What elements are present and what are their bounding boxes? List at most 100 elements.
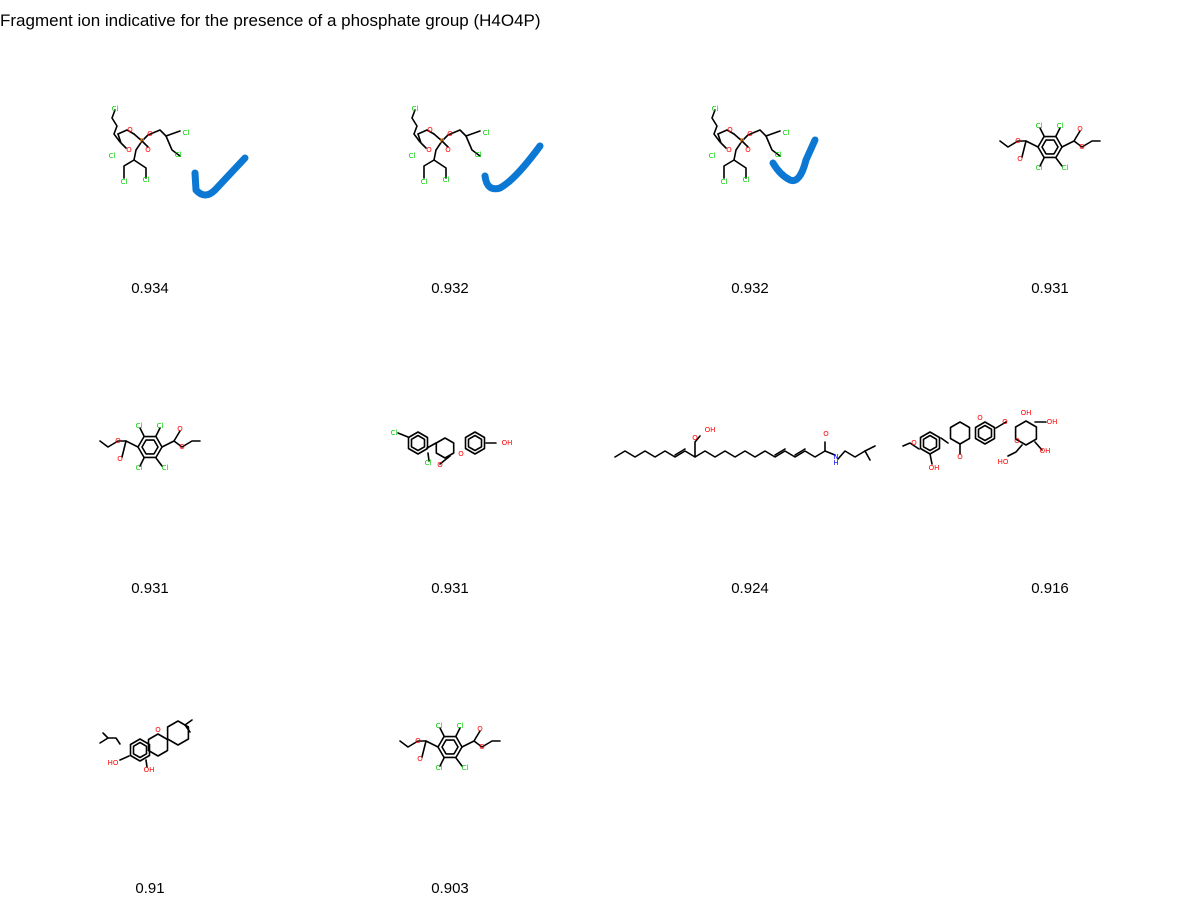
svg-text:Cl: Cl bbox=[436, 764, 443, 772]
svg-text:Cl: Cl bbox=[1036, 122, 1043, 130]
molecule-card: Cl Cl O O O O P Cl Cl Cl Cl 0.932 bbox=[300, 10, 600, 310]
similarity-score: 0.916 bbox=[1031, 580, 1069, 597]
svg-text:O: O bbox=[417, 755, 423, 763]
svg-text:O: O bbox=[823, 430, 829, 438]
molecule-card: HO OH O 0.91 bbox=[0, 610, 300, 910]
svg-text:OH: OH bbox=[1047, 418, 1058, 426]
svg-text:O: O bbox=[745, 146, 751, 154]
svg-text:O: O bbox=[445, 146, 451, 154]
svg-text:O: O bbox=[1079, 143, 1085, 151]
svg-text:O: O bbox=[692, 434, 698, 442]
svg-text:Cl: Cl bbox=[783, 129, 790, 137]
svg-text:O: O bbox=[727, 126, 733, 134]
check-mark-icon bbox=[769, 136, 819, 185]
svg-text:O: O bbox=[155, 726, 161, 734]
svg-text:O: O bbox=[126, 146, 132, 154]
similarity-score: 0.924 bbox=[731, 580, 769, 597]
svg-text:Cl: Cl bbox=[136, 422, 143, 430]
svg-text:Cl: Cl bbox=[1036, 164, 1043, 172]
svg-text:OH: OH bbox=[1021, 409, 1032, 417]
svg-text:O: O bbox=[179, 443, 185, 451]
svg-text:O: O bbox=[145, 146, 151, 154]
svg-text:Cl: Cl bbox=[143, 176, 150, 184]
svg-text:O: O bbox=[1077, 125, 1083, 133]
svg-text:O: O bbox=[911, 439, 917, 447]
svg-text:O: O bbox=[477, 725, 483, 733]
svg-text:Cl: Cl bbox=[409, 152, 416, 160]
svg-text:Cl: Cl bbox=[712, 105, 719, 113]
svg-text:O: O bbox=[977, 414, 983, 422]
svg-text:HO: HO bbox=[108, 759, 119, 767]
check-mark-layer bbox=[191, 136, 819, 199]
svg-text:OH: OH bbox=[502, 439, 513, 447]
svg-text:Cl: Cl bbox=[1062, 164, 1069, 172]
similarity-score: 0.931 bbox=[1031, 280, 1069, 297]
svg-text:O: O bbox=[115, 437, 121, 445]
molecule-card: O OH O O O O OH OH OH HO 0.916 bbox=[900, 310, 1200, 610]
svg-text:O: O bbox=[147, 130, 153, 138]
molecule-card: O OH O N H 0.924 bbox=[600, 310, 900, 610]
svg-text:O: O bbox=[427, 126, 433, 134]
similarity-score: 0.931 bbox=[431, 580, 469, 597]
molecule-card: O O O O Cl Cl Cl Cl 0.931 bbox=[900, 10, 1200, 310]
svg-text:O: O bbox=[726, 146, 732, 154]
svg-text:O: O bbox=[415, 737, 421, 745]
svg-text:Cl: Cl bbox=[483, 129, 490, 137]
svg-text:Cl: Cl bbox=[443, 176, 450, 184]
svg-text:OH: OH bbox=[1040, 447, 1051, 455]
svg-text:Cl: Cl bbox=[421, 178, 428, 186]
similarity-score: 0.91 bbox=[135, 880, 165, 897]
molecule-structure: O OH O O O O OH OH OH HO bbox=[902, 409, 1058, 472]
svg-text:Cl: Cl bbox=[457, 722, 464, 730]
svg-text:H: H bbox=[833, 459, 838, 467]
svg-text:O: O bbox=[479, 743, 485, 751]
svg-text:O: O bbox=[437, 461, 443, 469]
molecule-card: Cl Cl O O O O P Cl Cl Cl Cl 0.932 bbox=[600, 10, 900, 310]
svg-text:Cl: Cl bbox=[475, 151, 482, 159]
molecule-structure: Cl Cl O O OH bbox=[391, 429, 513, 469]
svg-text:Cl: Cl bbox=[157, 422, 164, 430]
svg-text:O: O bbox=[447, 130, 453, 138]
svg-text:HO: HO bbox=[998, 458, 1009, 466]
molecule-structure: O O O O Cl Cl Cl Cl bbox=[399, 722, 501, 772]
similarity-score: 0.934 bbox=[131, 280, 169, 297]
similarity-score: 0.932 bbox=[731, 280, 769, 297]
svg-text:Cl: Cl bbox=[183, 129, 190, 137]
svg-text:N: N bbox=[833, 453, 838, 461]
svg-text:Cl: Cl bbox=[109, 152, 116, 160]
svg-text:Cl: Cl bbox=[175, 151, 182, 159]
svg-text:Cl: Cl bbox=[436, 722, 443, 730]
svg-text:O: O bbox=[957, 453, 963, 461]
similarity-score: 0.903 bbox=[431, 880, 469, 897]
svg-text:Cl: Cl bbox=[775, 151, 782, 159]
svg-text:OH: OH bbox=[144, 766, 155, 774]
svg-text:Cl: Cl bbox=[721, 178, 728, 186]
check-mark-icon bbox=[191, 154, 249, 199]
svg-text:Cl: Cl bbox=[1057, 122, 1064, 130]
molecule-structure: HO OH O bbox=[99, 719, 193, 774]
svg-text:P: P bbox=[740, 137, 744, 145]
svg-text:Cl: Cl bbox=[136, 464, 143, 472]
molecule-card: Cl Cl O O O O P Cl Cl Cl Cl 0.934 bbox=[0, 10, 300, 310]
molecule-structure: O O O O Cl Cl Cl Cl bbox=[999, 122, 1101, 172]
svg-text:O: O bbox=[117, 455, 123, 463]
svg-text:OH: OH bbox=[929, 464, 940, 472]
svg-text:O: O bbox=[127, 126, 133, 134]
svg-text:Cl: Cl bbox=[391, 429, 398, 437]
similarity-score: 0.932 bbox=[431, 280, 469, 297]
svg-text:Cl: Cl bbox=[462, 764, 469, 772]
svg-text:Cl: Cl bbox=[743, 176, 750, 184]
check-mark-icon bbox=[481, 142, 544, 193]
similarity-score: 0.931 bbox=[131, 580, 169, 597]
svg-text:O: O bbox=[747, 130, 753, 138]
svg-text:Cl: Cl bbox=[112, 105, 119, 113]
svg-text:O: O bbox=[426, 146, 432, 154]
page-title: Fragment ion indicative for the presence… bbox=[0, 11, 541, 30]
svg-text:O: O bbox=[1014, 437, 1020, 445]
svg-text:OH: OH bbox=[705, 426, 716, 434]
svg-text:Cl: Cl bbox=[412, 105, 419, 113]
